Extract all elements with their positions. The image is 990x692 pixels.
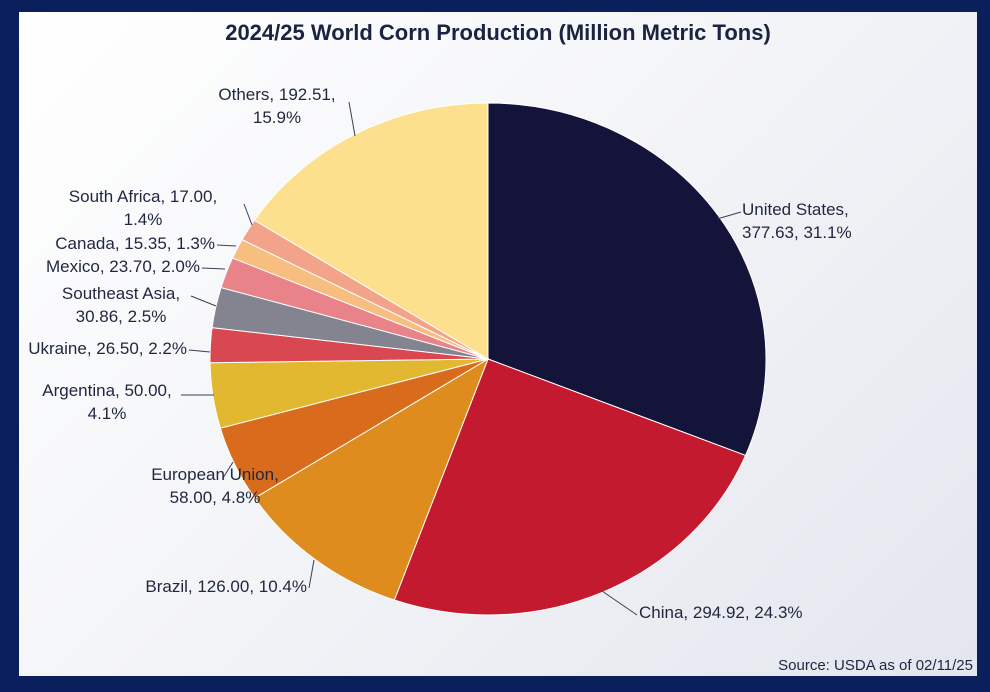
- data-label-ukraine: Ukraine, 26.50, 2.2%: [28, 339, 187, 358]
- data-label-others: Others, 192.51, 15.9%: [218, 85, 335, 127]
- data-label-european-union: European Union, 58.00, 4.8%: [151, 465, 279, 507]
- chart-title: 2024/25 World Corn Production (Million M…: [225, 20, 771, 45]
- pie-chart: United States, 377.63, 31.1% China, 294.92…: [28, 85, 852, 622]
- leader-line-european-union: [222, 461, 234, 479]
- data-label-united-states: United States, 377.63, 31.1%: [742, 200, 852, 242]
- data-label-mexico: Mexico, 23.70, 2.0%: [46, 257, 200, 276]
- pie-slice-brazil: [253, 357, 489, 601]
- data-label-china: China, 294.92, 24.3%: [639, 603, 803, 622]
- leader-line-southeast-asia: [190, 295, 217, 307]
- source-note: Source: USDA as of 02/11/25: [778, 657, 973, 674]
- pie-slice-china: [393, 358, 747, 616]
- leader-line-brazil: [308, 559, 315, 589]
- leader-line-china: [601, 590, 638, 616]
- leader-line-mexico: [201, 267, 226, 270]
- leader-line-united-states: [716, 211, 742, 220]
- data-label-south-africa: South Africa, 17.00, 1.4%: [69, 187, 217, 229]
- data-label-canada: Canada, 15.35, 1.3%: [55, 234, 215, 253]
- pie-slice-united-states: [487, 102, 767, 457]
- data-label-southeast-asia: Southeast Asia, 30.86, 2.5%: [62, 284, 180, 326]
- leader-line-south-africa: [243, 203, 253, 226]
- leader-line-others: [348, 101, 356, 137]
- leader-line-canada: [216, 244, 237, 247]
- data-label-argentina: Argentina, 50.00, 4.1%: [42, 381, 171, 423]
- leader-line-ukraine: [188, 349, 211, 353]
- chart-panel: 2024/25 World Corn Production (Million M…: [19, 12, 977, 676]
- data-label-brazil: Brazil, 126.00, 10.4%: [145, 577, 307, 596]
